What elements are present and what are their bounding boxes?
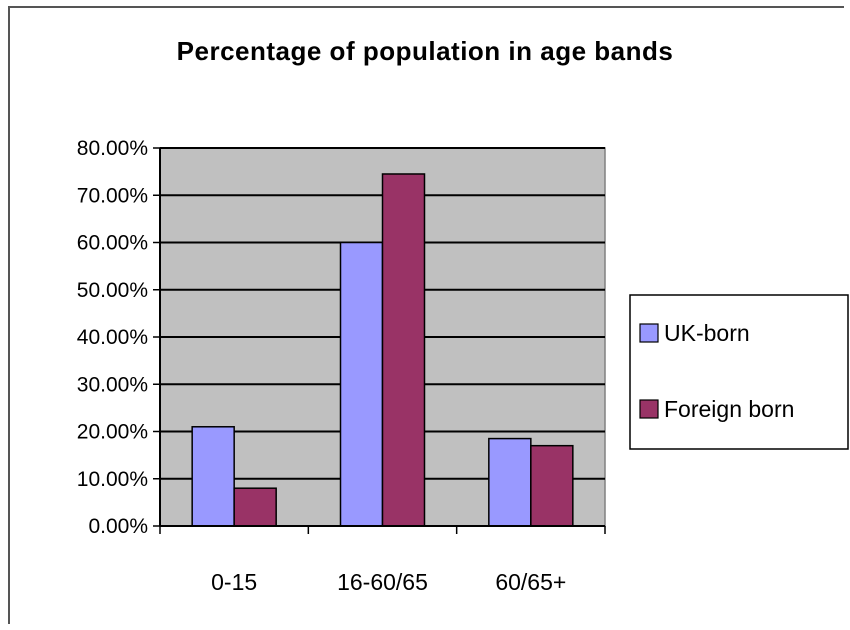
bar-foreign-born-0 [233,487,277,527]
x-category-label: 0-15 [211,569,257,595]
bar-uk-born-0 [191,426,235,527]
y-tick-label: 60.00% [77,232,148,255]
legend: UK-born Foreign born [629,294,849,450]
bar-foreign-born-1 [381,173,426,527]
legend-label: Foreign born [664,396,794,422]
bar-uk-born-2 [488,437,532,527]
y-axis-ticks: 0.00% 10.00% 20.00% 30.00% 40.00% 50.00% 60.00… [77,137,160,538]
chart-title: Percentage of population in age bands [176,36,674,66]
y-tick-label: 70.00% [77,184,148,207]
y-tick-label: 40.00% [77,326,148,349]
y-tick-label: 30.00% [77,373,148,396]
bar-foreign-born-2 [530,444,574,527]
y-tick-label: 10.00% [77,468,148,491]
legend-swatch [639,399,659,419]
legend-swatch [639,323,659,343]
y-tick-label: 0.00% [88,515,148,538]
y-tick-label: 80.00% [77,137,148,160]
bar-uk-born-1 [339,241,384,527]
bars [191,173,574,527]
legend-label: UK-born [664,320,750,346]
x-axis-categories: 0-15 16-60/65 60/65+ [211,569,566,595]
y-tick-label: 50.00% [77,279,148,302]
x-category-label: 16-60/65 [337,569,428,595]
y-tick-label: 20.00% [77,421,148,444]
legend-box [629,294,849,450]
x-category-label: 60/65+ [495,569,566,595]
